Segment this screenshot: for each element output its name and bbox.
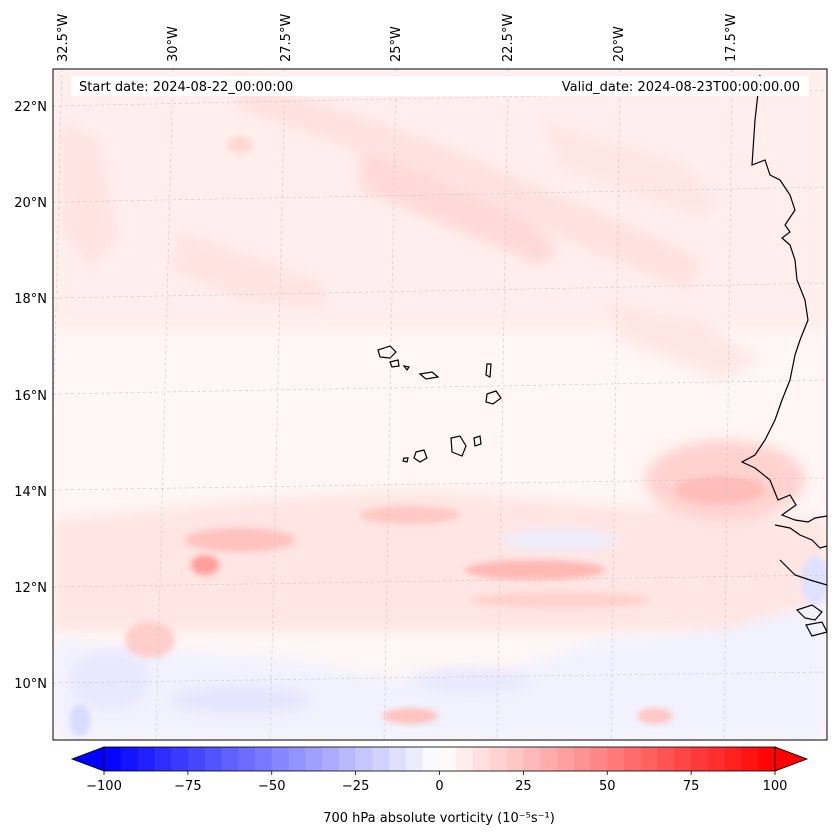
header-bar: Start date: 2024-08-22_00:00:00 Valid_da… bbox=[71, 76, 809, 96]
colorbar-swatch bbox=[238, 747, 256, 771]
map-frame bbox=[52, 68, 828, 741]
colorbar-swatch bbox=[171, 747, 189, 771]
lon-label: 17.5°W bbox=[724, 14, 739, 62]
colorbar-swatches bbox=[104, 747, 776, 771]
colorbar-swatch bbox=[674, 747, 692, 771]
lat-label: 12°N bbox=[14, 581, 47, 596]
lon-label: 22.5°W bbox=[501, 14, 516, 62]
colorbar-swatch bbox=[590, 747, 608, 771]
colorbar-swatch bbox=[120, 747, 139, 771]
colorbar-swatch bbox=[724, 747, 743, 771]
lat-label: 18°N bbox=[14, 292, 47, 307]
colorbar-tick-label: −25 bbox=[342, 779, 369, 794]
lon-label: 25°W bbox=[389, 26, 404, 62]
colorbar-swatch bbox=[707, 747, 726, 771]
colorbar-swatch bbox=[338, 747, 357, 771]
colorbar: −100 −75 −50 −25 0 25 50 75 100 700 hPa absolute… bbox=[70, 746, 809, 826]
colorbar-swatch bbox=[489, 747, 508, 771]
lat-label: 22°N bbox=[14, 100, 47, 115]
colorbar-swatch bbox=[657, 747, 675, 771]
colorbar-swatch bbox=[187, 747, 206, 771]
colorbar-swatch bbox=[640, 747, 659, 771]
colorbar-swatch bbox=[104, 747, 122, 771]
lat-label: 16°N bbox=[14, 389, 47, 404]
longitude-labels: 32.5°W 30°W 27.5°W 25°W 22.5°W 20°W 17.5… bbox=[56, 14, 739, 62]
colorbar-swatch bbox=[204, 747, 223, 771]
colorbar-swatch bbox=[355, 747, 374, 771]
valid-date-label: Valid_date: 2024-08-23T00:00:00.00 bbox=[562, 80, 800, 95]
colorbar-tick-label: 75 bbox=[683, 779, 700, 794]
vorticity-field bbox=[53, 69, 827, 740]
coastline-africa bbox=[740, 74, 827, 637]
colorbar-extend-high bbox=[774, 746, 809, 772]
lon-label: 20°W bbox=[612, 26, 627, 62]
lon-label: 32.5°W bbox=[56, 14, 71, 62]
colorbar-ticks: −100 −75 −50 −25 0 25 50 75 100 bbox=[86, 771, 787, 794]
colorbar-swatch bbox=[322, 747, 340, 771]
colorbar-swatch bbox=[137, 747, 155, 771]
colorbar-swatch bbox=[389, 747, 407, 771]
colorbar-swatch bbox=[556, 747, 575, 771]
colorbar-swatch bbox=[422, 747, 441, 771]
colorbar-swatch bbox=[439, 747, 457, 771]
lat-label: 14°N bbox=[14, 485, 47, 500]
colorbar-swatch bbox=[405, 747, 424, 771]
colorbar-swatch bbox=[305, 747, 323, 771]
colorbar-swatch bbox=[506, 747, 524, 771]
colorbar-tick-label: −100 bbox=[86, 779, 122, 794]
colorbar-swatch bbox=[573, 747, 592, 771]
colorbar-swatch bbox=[741, 747, 759, 771]
colorbar-tick-label: 25 bbox=[515, 779, 532, 794]
colorbar-tick-label: 100 bbox=[763, 779, 788, 794]
colorbar-swatch bbox=[221, 747, 239, 771]
cape-verde-islands bbox=[377, 345, 502, 463]
latitude-labels: 22°N 20°N 18°N 16°N 14°N 12°N 10°N bbox=[14, 100, 47, 692]
colorbar-swatch bbox=[456, 747, 474, 771]
lat-label: 10°N bbox=[14, 677, 47, 692]
colorbar-extend-low bbox=[70, 746, 105, 772]
colorbar-tick-label: 0 bbox=[435, 779, 443, 794]
colorbar-swatch bbox=[288, 747, 306, 771]
colorbar-swatch bbox=[372, 747, 390, 771]
colorbar-swatch bbox=[271, 747, 290, 771]
colorbar-swatch bbox=[523, 747, 541, 771]
colorbar-label: 700 hPa absolute vorticity (10⁻⁵s⁻¹) bbox=[323, 811, 555, 826]
colorbar-swatch bbox=[540, 747, 558, 771]
lon-label: 27.5°W bbox=[279, 14, 294, 62]
lat-label: 20°N bbox=[14, 196, 47, 211]
colorbar-swatch bbox=[691, 747, 709, 771]
colorbar-swatch bbox=[473, 747, 491, 771]
colorbar-swatch bbox=[254, 747, 273, 771]
colorbar-tick-label: −50 bbox=[258, 779, 285, 794]
colorbar-swatch bbox=[758, 747, 776, 771]
gridlines bbox=[53, 69, 827, 740]
lon-label: 30°W bbox=[166, 26, 181, 62]
colorbar-tick-label: −75 bbox=[174, 779, 201, 794]
start-date-label: Start date: 2024-08-22_00:00:00 bbox=[79, 80, 293, 95]
colorbar-swatch bbox=[624, 747, 642, 771]
colorbar-tick-label: 50 bbox=[599, 779, 616, 794]
colorbar-swatch bbox=[154, 747, 172, 771]
map-panel: Start date: 2024-08-22_00:00:00 Valid_da… bbox=[52, 68, 828, 741]
colorbar-swatch bbox=[607, 747, 625, 771]
